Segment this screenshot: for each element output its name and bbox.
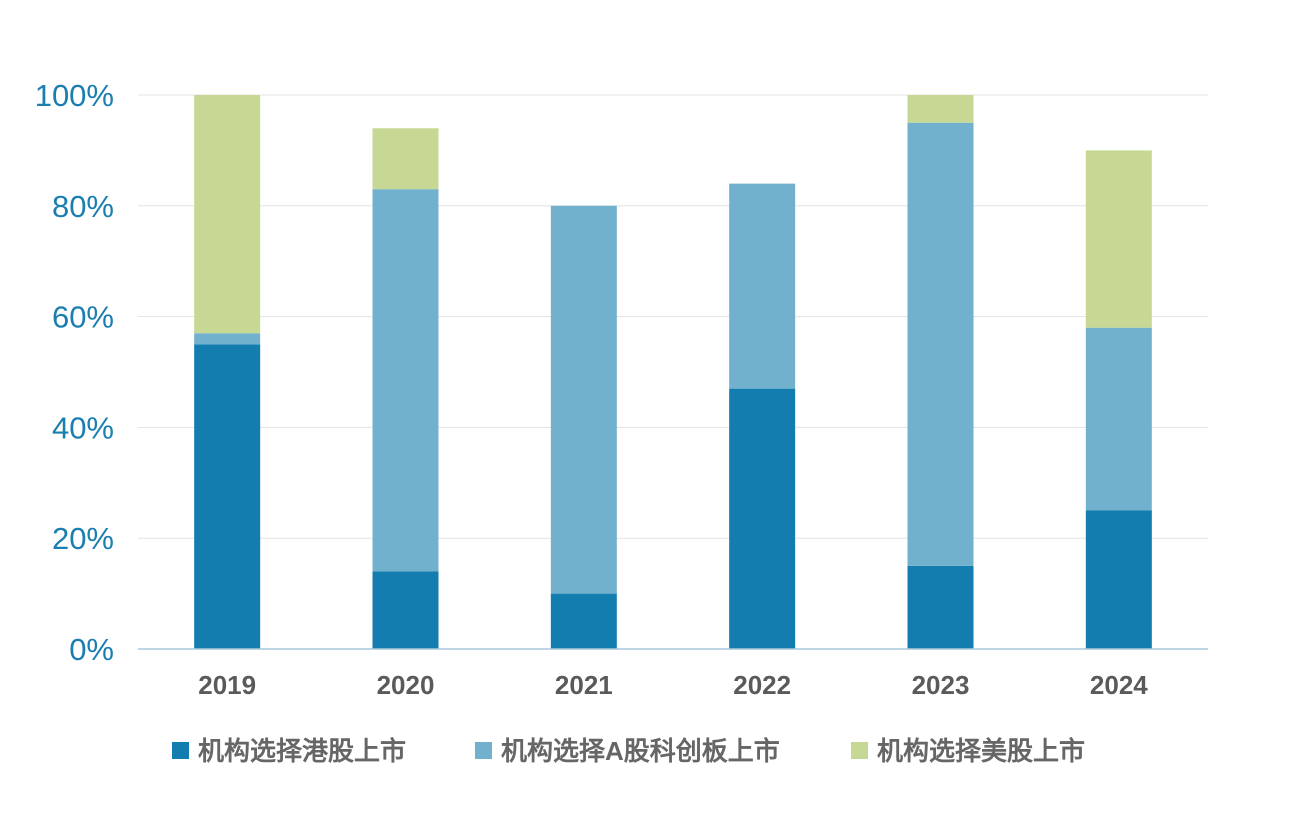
- gridlines: [138, 94, 1208, 539]
- x-axis-ticks: 2019 2020 2021 2022 2023 2024: [198, 670, 1148, 700]
- bar-2023-series-2: [907, 95, 974, 123]
- y-axis-ticks: 0% 20% 40% 60% 80% 100%: [35, 78, 114, 667]
- bar-2019-series-1: [194, 333, 261, 345]
- bar-2020-series-1: [372, 189, 439, 572]
- bar-2019-series-0: [194, 344, 261, 649]
- bar-2024-series-2: [1085, 150, 1152, 328]
- x-tick-label: 2022: [733, 670, 791, 700]
- y-tick-label: 20%: [52, 521, 114, 556]
- y-tick-label: 80%: [52, 189, 114, 224]
- bar-2020-series-2: [372, 128, 439, 190]
- legend: 机构选择港股上市 机构选择A股科创板上市 机构选择美股上市: [172, 736, 1085, 766]
- x-tick-label: 2024: [1090, 670, 1148, 700]
- y-tick-label: 40%: [52, 410, 114, 445]
- bar-2022-series-1: [729, 183, 796, 389]
- legend-label-2: 机构选择美股上市: [877, 736, 1085, 766]
- legend-swatch-2: [851, 742, 868, 759]
- y-tick-label: 60%: [52, 300, 114, 335]
- bar-2023-series-1: [907, 122, 974, 566]
- bar-2024-series-1: [1085, 327, 1152, 511]
- x-tick-label: 2020: [377, 670, 435, 700]
- bar-2021-series-1: [550, 205, 617, 594]
- x-tick-label: 2019: [198, 670, 256, 700]
- bar-2020-series-0: [372, 571, 439, 649]
- legend-label-1: 机构选择A股科创板上市: [501, 736, 780, 766]
- legend-swatch-1: [475, 742, 492, 759]
- bar-2022-series-0: [729, 388, 796, 649]
- bars: [194, 95, 1152, 649]
- bar-2021-series-0: [550, 593, 617, 649]
- bar-2024-series-0: [1085, 510, 1152, 649]
- x-tick-label: 2023: [912, 670, 970, 700]
- bar-2023-series-0: [907, 565, 974, 649]
- x-tick-label: 2021: [555, 670, 613, 700]
- legend-swatch-0: [172, 742, 189, 759]
- bar-2019-series-2: [194, 95, 261, 334]
- y-tick-label: 0%: [69, 632, 114, 667]
- y-tick-label: 100%: [35, 78, 114, 113]
- legend-label-0: 机构选择港股上市: [198, 736, 406, 766]
